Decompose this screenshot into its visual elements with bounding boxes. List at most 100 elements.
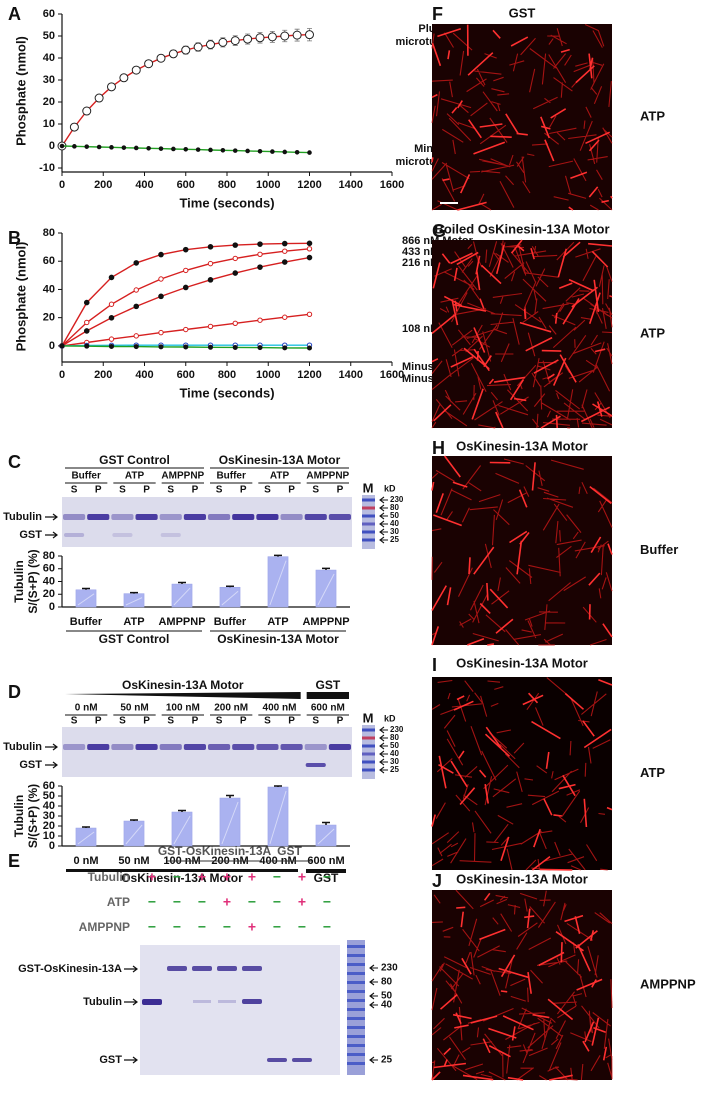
lane-label: P (288, 716, 295, 727)
marker-band (347, 945, 365, 948)
data-point (243, 34, 253, 44)
data-point (255, 33, 265, 43)
marker-band (362, 744, 375, 748)
marker-band (362, 760, 375, 764)
group-label: GST Control (99, 632, 170, 646)
data-point (156, 53, 166, 63)
marker-size: 40 (390, 749, 399, 758)
filaments-bright (431, 24, 613, 211)
lane-label: S (216, 485, 223, 496)
data-point (282, 248, 288, 254)
y-tick-label: 10 (43, 830, 55, 842)
band-label: Tubulin (83, 996, 122, 1008)
arrow (369, 978, 378, 986)
marker-size: 40 (390, 519, 399, 528)
error-bar (130, 591, 138, 594)
marker-band (362, 530, 375, 534)
marker-size: 30 (390, 757, 399, 766)
x-tick-label: 1000 (256, 179, 280, 191)
row-label: Tubulin (3, 511, 42, 523)
group-bar (306, 869, 346, 873)
row-label: Tubulin (88, 870, 130, 884)
data-point (307, 150, 312, 155)
motor-band (217, 966, 237, 971)
lane-label: S (119, 485, 126, 496)
bar-hatch (77, 593, 95, 606)
data-point (108, 315, 115, 321)
marker-band (362, 728, 375, 732)
panel-letter: B (8, 228, 21, 248)
y-tick-label: 20 (43, 96, 55, 108)
sign: + (248, 869, 256, 885)
marker-band (347, 1044, 365, 1047)
y-tick-label: 60 (43, 8, 55, 20)
y-tick-label: 40 (43, 575, 55, 587)
data-point (307, 345, 312, 351)
gel-header: GST Control (99, 453, 170, 467)
y-tick-label: 60 (43, 563, 55, 575)
group-label: OsKinesin-13A Motor (217, 632, 339, 646)
arrow (379, 766, 388, 774)
y-tick-label: 50 (43, 30, 55, 42)
marker-band (347, 954, 365, 957)
marker-size: 230 (390, 495, 404, 504)
x-tick-label: AMPPNP (158, 616, 205, 628)
tubulin-band (208, 514, 231, 520)
arrow (124, 1056, 138, 1064)
x-tick-label: 600 nM (307, 855, 344, 867)
data-point (207, 323, 214, 330)
error-bar (226, 794, 234, 798)
marker-size: 230 (381, 963, 398, 974)
error-bar (178, 581, 186, 585)
y-axis-title: S/(S+P) (%) (26, 549, 40, 613)
arrow (45, 761, 58, 769)
sign: + (198, 869, 206, 885)
x-tick-label: 600 (177, 369, 195, 381)
y-axis-title: Tubulin (12, 560, 26, 602)
panel-letter: J (432, 871, 442, 891)
data-point (232, 270, 239, 276)
tubulin-band (159, 514, 182, 520)
bar-hatch (173, 587, 191, 606)
lane-label: P (240, 485, 247, 496)
row-label: AMPPNP (79, 920, 130, 934)
marker-size: 25 (390, 535, 399, 544)
filaments-bright (431, 679, 613, 871)
data-point (133, 344, 139, 350)
sign: + (223, 894, 231, 910)
lane-label: S (71, 716, 78, 727)
motor-band (242, 966, 262, 971)
gel (140, 945, 340, 1075)
bar-hatch (317, 828, 335, 845)
sign: − (298, 919, 306, 935)
data-point (133, 303, 140, 310)
marker-label: M (363, 710, 374, 725)
tubulin-band (304, 514, 327, 520)
data-point (108, 336, 115, 342)
data-point (119, 73, 129, 83)
tubulin-band (63, 514, 86, 520)
sign: − (198, 894, 206, 910)
error-bar (82, 587, 90, 590)
panel-letter: A (8, 4, 21, 24)
data-point (108, 274, 115, 281)
marker-size: 30 (390, 527, 399, 536)
arrow (45, 743, 58, 751)
gel-header: GST (277, 844, 302, 858)
sign: − (148, 894, 156, 910)
condition-label: 50 nM (120, 703, 148, 714)
band-label: GST (99, 1054, 122, 1066)
arrow (369, 1056, 378, 1064)
data-point (84, 343, 90, 349)
x-tick-label: 1400 (339, 369, 363, 381)
marker-size: 50 (381, 991, 393, 1002)
data-point (232, 148, 238, 153)
tubulin-band (63, 744, 86, 750)
tubulin-band (111, 744, 134, 750)
gel (62, 727, 352, 777)
arrow (45, 531, 58, 539)
data-point (158, 329, 164, 336)
data-point (232, 344, 238, 350)
marker-band (347, 990, 365, 993)
